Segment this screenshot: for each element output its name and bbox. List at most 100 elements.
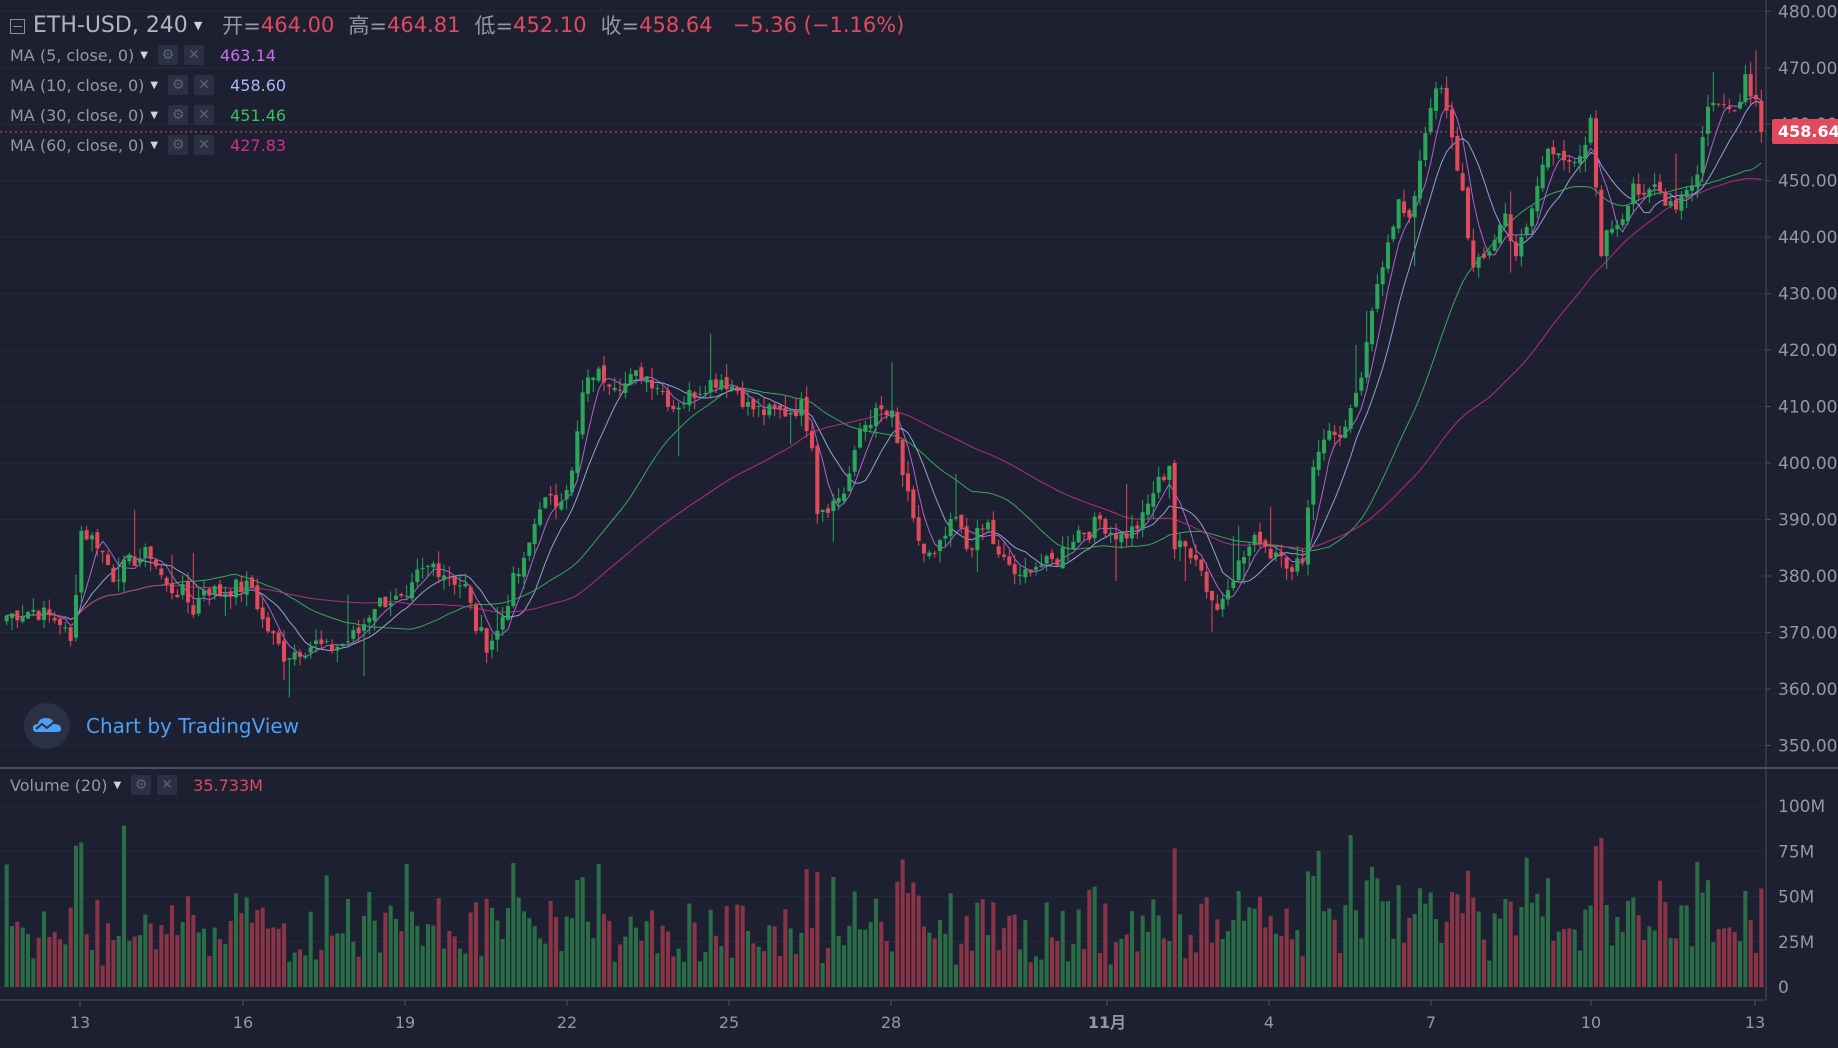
candle-body xyxy=(1561,150,1567,161)
symbol-label[interactable]: ETH-USD, 240 xyxy=(33,12,188,38)
caret-down-icon[interactable]: ▼ xyxy=(150,139,159,151)
volume-bar xyxy=(969,950,975,987)
candle-body xyxy=(73,594,79,638)
candle-body xyxy=(68,627,73,641)
volume-bar xyxy=(1732,931,1737,987)
candle-body xyxy=(111,567,116,582)
ma-title[interactable]: MA (30, close, 0) xyxy=(10,105,145,125)
candle-body xyxy=(847,473,852,492)
candle-body xyxy=(783,407,788,417)
volume-bar xyxy=(191,914,196,987)
ma-value: 463.14 xyxy=(219,45,276,65)
candle-body xyxy=(1193,554,1199,560)
tradingview-cloud-icon xyxy=(24,703,70,749)
ma-legend-row[interactable]: MA (10, close, 0) ▼ ⚙ ✕ 458.60 xyxy=(10,70,910,100)
gear-icon[interactable]: ⚙ xyxy=(168,75,189,95)
volume-bar xyxy=(639,940,644,987)
volume-bar xyxy=(79,842,84,987)
ma-legend-row[interactable]: MA (30, close, 0) ▼ ⚙ ✕ 451.46 xyxy=(10,100,910,130)
candle-body xyxy=(713,379,719,388)
candle-body xyxy=(351,630,356,639)
candle-body xyxy=(57,618,63,626)
volume-bar xyxy=(585,921,591,987)
candle-body xyxy=(1231,581,1236,589)
candle-body xyxy=(1513,242,1519,257)
caret-down-icon[interactable]: ▼ xyxy=(193,18,203,32)
candle-body xyxy=(207,588,212,596)
high-label: 高= xyxy=(348,14,387,38)
volume-bar xyxy=(1519,907,1524,987)
candle-body xyxy=(4,615,9,622)
candle-body xyxy=(1055,559,1060,566)
volume-bar xyxy=(697,961,703,987)
candle-body xyxy=(1295,558,1300,572)
candle-body xyxy=(1471,240,1476,268)
volume-bar xyxy=(591,938,596,987)
candle-body xyxy=(1252,534,1257,545)
candle-body xyxy=(1071,541,1076,549)
price-tick-label: 420.00 xyxy=(1778,341,1837,361)
ma-legend-row[interactable]: MA (60, close, 0) ▼ ⚙ ✕ 427.83 xyxy=(10,130,910,160)
volume-bar xyxy=(1167,941,1172,987)
candle-body xyxy=(985,522,991,530)
caret-down-icon[interactable]: ▼ xyxy=(150,109,159,121)
volume-bar xyxy=(996,950,1001,987)
candle-body xyxy=(868,424,873,429)
gear-icon[interactable]: ⚙ xyxy=(157,45,178,65)
volume-bar xyxy=(879,921,884,987)
candle-body xyxy=(905,473,911,492)
ma-title[interactable]: MA (10, close, 0) xyxy=(10,75,145,95)
caret-down-icon[interactable]: ▼ xyxy=(113,779,122,791)
close-icon[interactable]: ✕ xyxy=(183,45,204,65)
candle-body xyxy=(415,569,420,583)
gear-icon[interactable]: ⚙ xyxy=(168,135,189,155)
candle-body xyxy=(20,616,25,622)
gear-icon[interactable]: ⚙ xyxy=(131,775,152,795)
close-icon[interactable]: ✕ xyxy=(157,775,178,795)
ohlc-row: ETH-USD, 240 ▼ 开= 464.00 高= 464.81 低= 452.1… xyxy=(10,10,910,40)
close-icon[interactable]: ✕ xyxy=(194,135,215,155)
candle-body xyxy=(1007,556,1012,565)
gear-icon[interactable]: ⚙ xyxy=(168,105,189,125)
volume-bar xyxy=(1300,956,1305,987)
candle-body xyxy=(804,396,809,432)
candle-body xyxy=(1748,73,1753,97)
candle-body xyxy=(505,606,511,620)
candle-body xyxy=(633,370,639,376)
volume-bar xyxy=(804,869,809,987)
volume-bar xyxy=(116,935,121,987)
volume-bar xyxy=(521,911,527,987)
volume-title[interactable]: Volume (20) xyxy=(10,775,108,795)
brand-watermark[interactable]: Chart by TradingView xyxy=(24,703,299,749)
close-icon[interactable]: ✕ xyxy=(194,105,215,125)
ma-legend-row[interactable]: MA (5, close, 0) ▼ ⚙ ✕ 463.14 xyxy=(10,40,910,70)
candle-body xyxy=(724,376,729,390)
collapse-icon[interactable] xyxy=(10,18,25,34)
volume-bar xyxy=(1215,919,1220,987)
volume-bar xyxy=(180,921,185,987)
volume-bar xyxy=(607,920,612,987)
close-icon[interactable]: ✕ xyxy=(194,75,215,95)
volume-bar xyxy=(1108,964,1113,987)
volume-bar xyxy=(783,909,788,987)
candle-body xyxy=(335,646,340,651)
candle-body xyxy=(543,497,548,508)
volume-bar xyxy=(1615,916,1620,987)
candle-body xyxy=(863,424,868,432)
volume-bar xyxy=(1263,927,1268,987)
candle-body xyxy=(1279,552,1284,557)
caret-down-icon[interactable]: ▼ xyxy=(150,79,159,91)
volume-bar xyxy=(532,926,537,987)
candle-body xyxy=(895,412,900,443)
volume-bar xyxy=(169,905,175,987)
volume-bar xyxy=(1081,949,1087,987)
ma-title[interactable]: MA (60, close, 0) xyxy=(10,135,145,155)
volume-bar xyxy=(1743,890,1748,987)
candle-body xyxy=(1492,240,1497,251)
volume-bar xyxy=(1529,902,1535,987)
ma-title[interactable]: MA (5, close, 0) xyxy=(10,45,135,65)
volume-bar xyxy=(511,862,516,987)
volume-bar xyxy=(1044,902,1049,987)
caret-down-icon[interactable]: ▼ xyxy=(140,49,148,61)
